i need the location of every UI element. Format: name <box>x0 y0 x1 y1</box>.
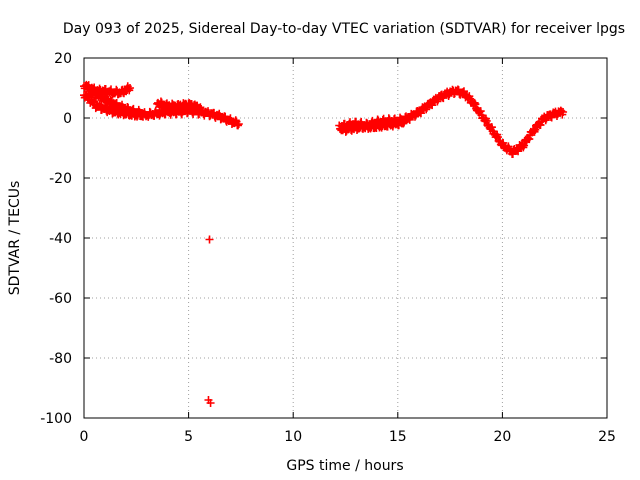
y-tick-label: -80 <box>49 351 72 367</box>
x-tick-label: 20 <box>493 429 511 445</box>
x-axis-label: GPS time / hours <box>286 458 403 474</box>
x-tick-label: 0 <box>80 429 89 445</box>
data-point <box>138 109 147 118</box>
series-track-5 <box>335 85 568 158</box>
series-track-6 <box>337 116 409 136</box>
chart-title: Day 093 of 2025, Sidereal Day-to-day VTE… <box>63 21 625 37</box>
data-point <box>559 108 568 116</box>
axis-ticks: 0 5 10 15 20 25 -100 -80 -60 -40 -20 0 20 <box>40 51 616 445</box>
y-tick-label: 0 <box>63 111 72 127</box>
y-tick-label: -60 <box>49 291 72 307</box>
data-points <box>80 80 568 407</box>
data-point <box>234 120 243 128</box>
x-tick-label: 15 <box>389 429 407 445</box>
data-point <box>126 84 135 92</box>
data-point <box>400 118 409 127</box>
outlier-point <box>205 235 214 244</box>
series-outliers <box>204 235 215 407</box>
y-tick-label: 20 <box>54 51 72 67</box>
outlier-point <box>206 399 215 407</box>
x-tick-label: 25 <box>598 429 616 445</box>
series-track-3 <box>84 85 147 119</box>
data-point <box>197 105 206 113</box>
y-tick-label: -100 <box>40 411 72 427</box>
y-tick-label: -40 <box>49 231 72 247</box>
x-tick-label: 5 <box>184 429 193 445</box>
y-tick-label: -20 <box>49 171 72 187</box>
y-axis-label: SDTVAR / TECUs <box>7 181 23 296</box>
series-track-4 <box>153 97 206 115</box>
x-tick-label: 10 <box>284 429 302 445</box>
